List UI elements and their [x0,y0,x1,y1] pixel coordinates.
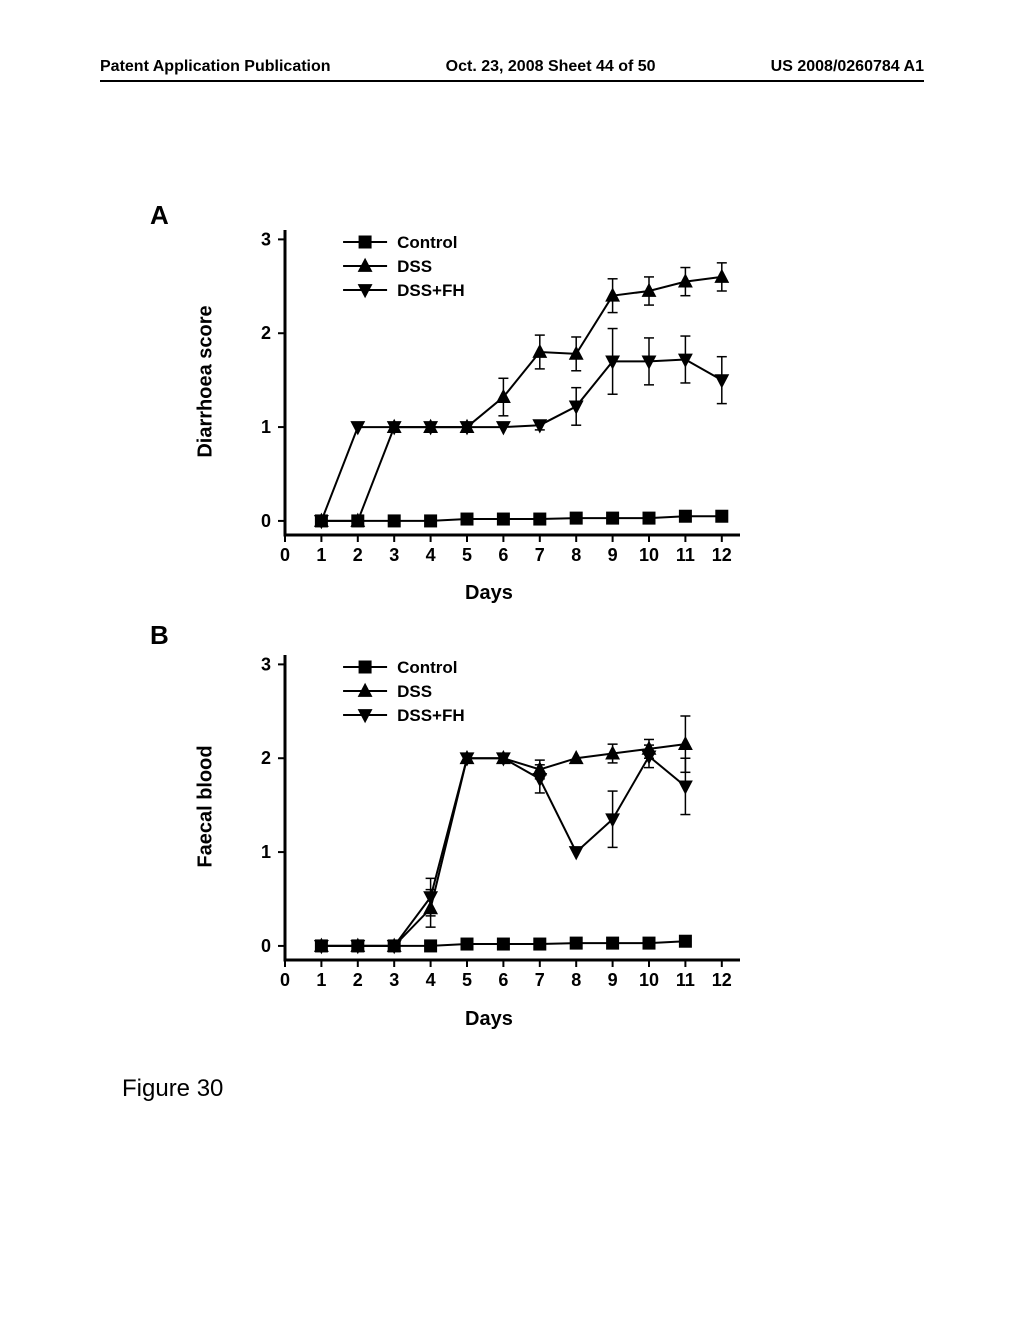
panel-b-label: B [150,620,169,651]
svg-text:12: 12 [712,970,732,990]
panel-a-xlabel: Days [465,582,513,605]
svg-text:1: 1 [316,545,326,565]
svg-text:8: 8 [571,545,581,565]
svg-text:5: 5 [462,970,472,990]
svg-text:0: 0 [280,970,290,990]
header-right: US 2008/0260784 A1 [771,58,924,76]
header-rule [100,80,924,82]
svg-text:3: 3 [261,654,271,674]
svg-text:4: 4 [426,545,436,565]
svg-text:Control: Control [397,233,457,252]
svg-text:11: 11 [676,545,695,565]
header-center: Oct. 23, 2008 Sheet 44 of 50 [446,58,656,76]
svg-text:5: 5 [462,545,472,565]
svg-text:1: 1 [316,970,326,990]
svg-text:0: 0 [261,511,271,531]
svg-text:0: 0 [280,545,290,565]
svg-text:11: 11 [676,970,695,990]
svg-text:7: 7 [535,970,545,990]
svg-text:1: 1 [261,417,271,437]
panel-b-xlabel: Days [465,1008,513,1031]
figure-caption: Figure 30 [122,1075,223,1103]
svg-text:2: 2 [353,970,363,990]
svg-text:12: 12 [712,545,732,565]
svg-text:10: 10 [639,970,659,990]
svg-text:2: 2 [353,545,363,565]
panel-b-ylabel: Faecal blood [195,745,218,867]
svg-text:8: 8 [571,970,581,990]
panel-a-chart: 01234567891011120123ControlDSSDSS+FH [230,215,750,595]
svg-text:3: 3 [261,229,271,249]
page-header: Patent Application Publication Oct. 23, … [0,58,1024,76]
svg-text:4: 4 [426,970,436,990]
svg-text:2: 2 [261,323,271,343]
header-left: Patent Application Publication [100,58,331,76]
svg-text:3: 3 [389,545,399,565]
svg-text:0: 0 [261,936,271,956]
svg-text:7: 7 [535,545,545,565]
panel-a-label: A [150,200,169,231]
svg-text:6: 6 [498,545,508,565]
svg-text:Control: Control [397,658,457,677]
svg-text:6: 6 [498,970,508,990]
chart-b-svg: 01234567891011120123ControlDSSDSS+FH [230,640,750,1020]
svg-text:DSS: DSS [397,682,432,701]
panel-b-chart: 01234567891011120123ControlDSSDSS+FH [230,640,750,1020]
panel-a-ylabel: Diarrhoea score [195,305,218,457]
svg-text:2: 2 [261,748,271,768]
svg-text:10: 10 [639,545,659,565]
svg-text:DSS+FH: DSS+FH [397,281,465,300]
svg-text:1: 1 [261,842,271,862]
chart-a-svg: 01234567891011120123ControlDSSDSS+FH [230,215,750,595]
svg-text:9: 9 [608,545,618,565]
svg-text:3: 3 [389,970,399,990]
svg-text:DSS+FH: DSS+FH [397,706,465,725]
svg-text:9: 9 [608,970,618,990]
svg-text:DSS: DSS [397,257,432,276]
